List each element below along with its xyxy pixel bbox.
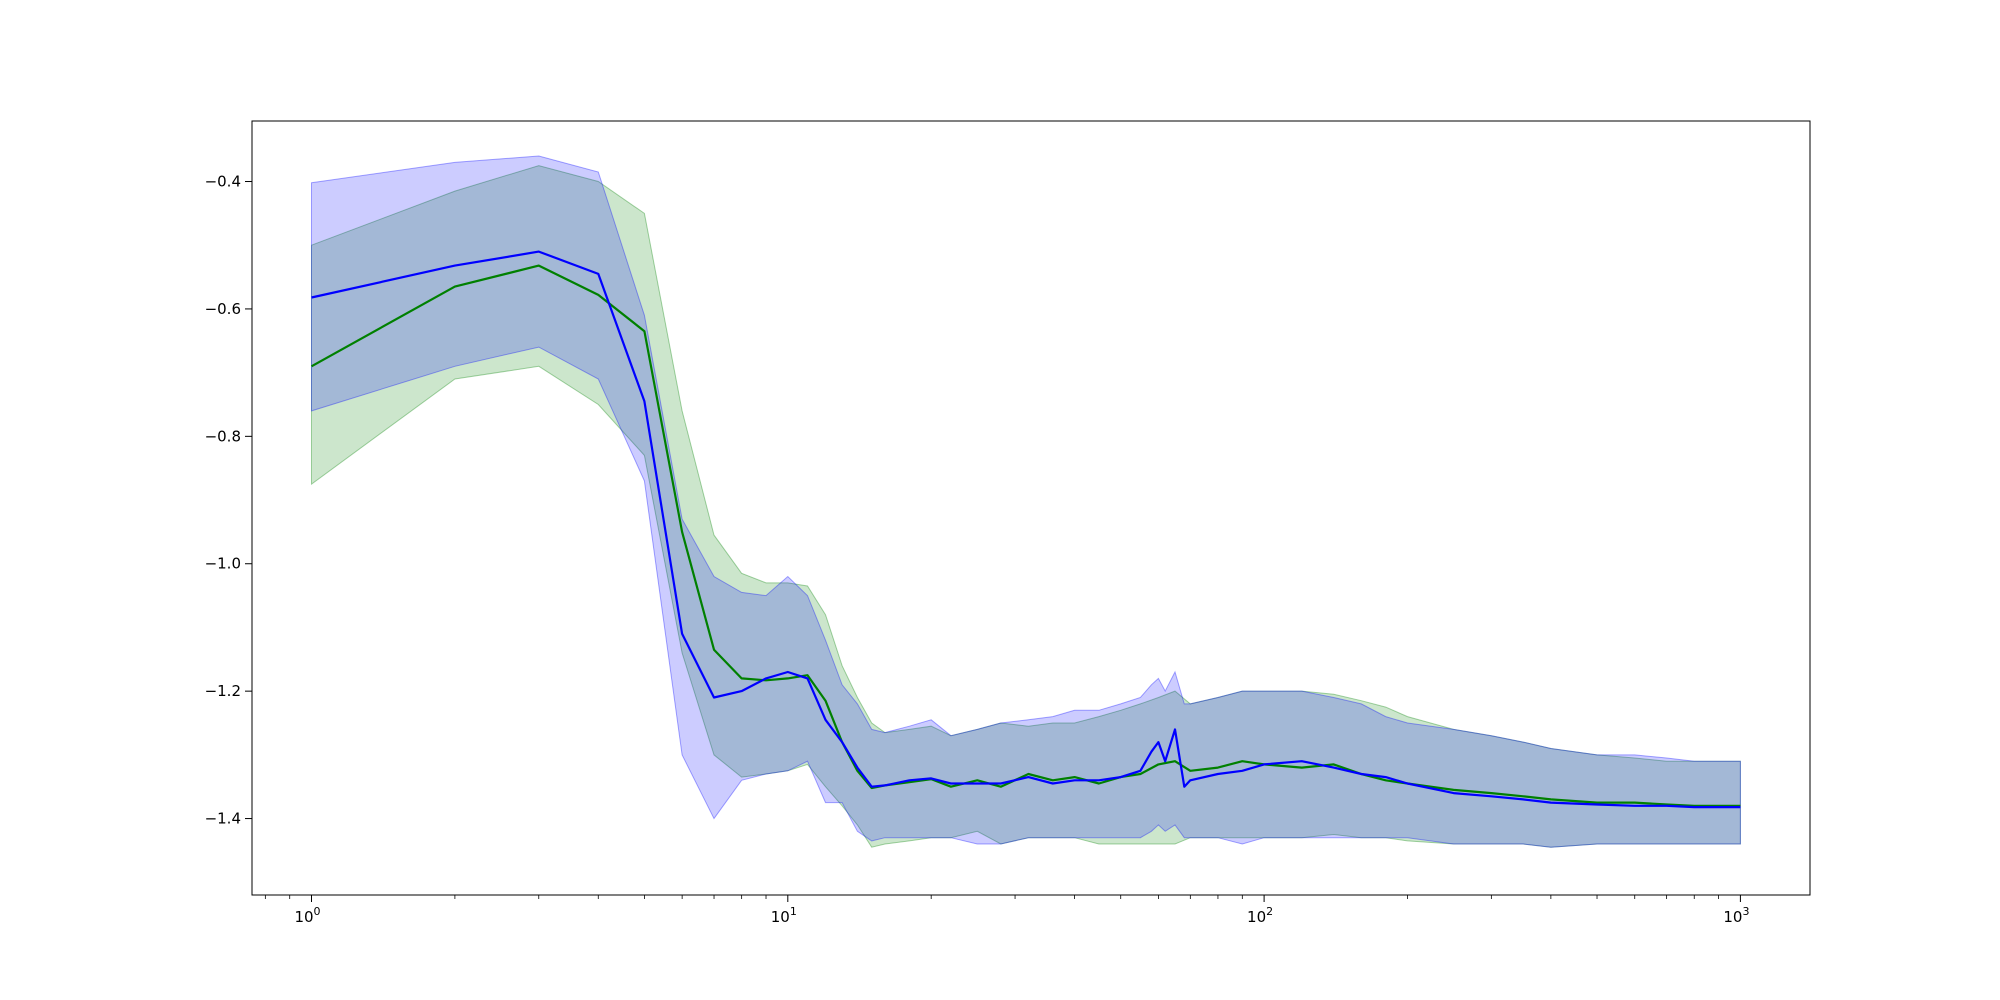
mean-line-1 — [311, 250, 1741, 809]
mean-lines — [310, 250, 1741, 809]
confidence-bands — [311, 155, 1741, 848]
y-tick-label: −0.6 — [205, 300, 241, 318]
y-tick-label: −1.2 — [205, 682, 241, 700]
y-tick-label: −1.4 — [205, 810, 241, 828]
x-tick-label: 100 — [294, 905, 320, 926]
y-axis: −0.4 −0.6 −0.8 −1.0 −1.2 −1.4 — [205, 173, 252, 828]
y-tick-label: −0.8 — [205, 427, 241, 445]
x-tick-label: 103 — [1723, 905, 1749, 926]
plot-frame — [251, 120, 1811, 896]
y-tick-label: −0.4 — [205, 173, 241, 191]
x-tick-label: 102 — [1247, 905, 1273, 926]
confidence-band-0 — [311, 165, 1741, 848]
x-axis: 100 101 102 103 — [264, 895, 1749, 926]
x-tick-label: 101 — [771, 905, 797, 926]
y-tick-label: −1.0 — [205, 555, 241, 573]
confidence-band-1 — [311, 155, 1741, 848]
